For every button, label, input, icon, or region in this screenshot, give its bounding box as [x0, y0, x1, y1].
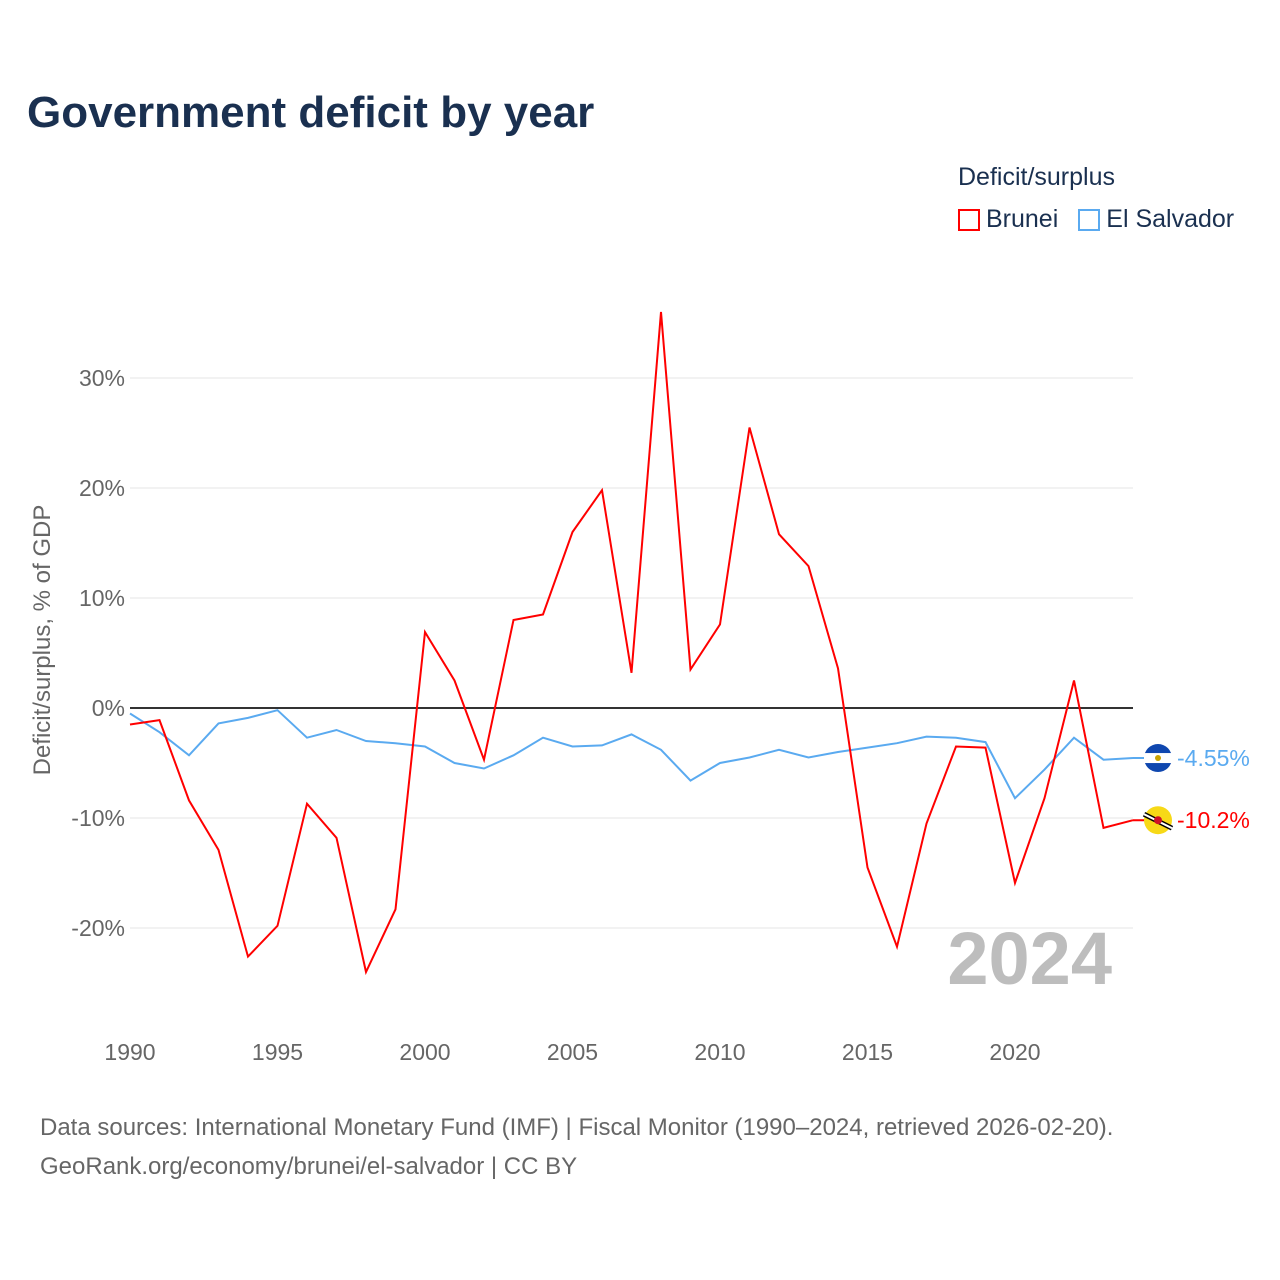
y-tick-label: -10%	[71, 805, 125, 831]
end-value-label-el-salvador: -4.55%	[1177, 745, 1250, 771]
legend-label-brunei: Brunei	[986, 205, 1059, 233]
legend-label-el-salvador: El Salvador	[1106, 205, 1235, 233]
legend-item-el-salvador[interactable]: El Salvador	[1078, 205, 1234, 234]
x-tick-label: 2000	[399, 1039, 450, 1065]
legend: Brunei El Salvador	[958, 205, 1234, 234]
x-tick-label: 2010	[694, 1039, 745, 1065]
source-line-1: Data sources: International Monetary Fun…	[40, 1114, 1114, 1141]
legend-swatch-brunei	[958, 208, 980, 231]
flag-icon-brunei	[1142, 806, 1174, 835]
legend-item-brunei[interactable]: Brunei	[958, 205, 1058, 234]
source-line-2[interactable]: GeoRank.org/economy/brunei/el-salvador |…	[40, 1153, 578, 1180]
year-watermark: 2024	[947, 917, 1112, 1000]
chart-title: Government deficit by year	[27, 88, 595, 137]
series-line-el-salvador	[129, 709, 1134, 800]
x-tick-label: 2005	[547, 1039, 598, 1065]
y-tick-label: 30%	[79, 365, 125, 391]
plot-area: -20% -10% 0% 10% 20% 30% 1990 1995 2000 2005 2010 2…	[29, 311, 1250, 1065]
y-tick-label: 0%	[92, 695, 125, 721]
y-tick-label: -20%	[71, 915, 125, 941]
y-axis-label: Deficit/surplus, % of GDP	[29, 505, 56, 776]
flag-icon-el-salvador	[1144, 744, 1172, 773]
legend-title: Deficit/surplus	[958, 163, 1115, 191]
x-tick-label: 2015	[842, 1039, 893, 1065]
x-tick-label: 2020	[989, 1039, 1040, 1065]
x-tick-label: 1995	[252, 1039, 303, 1065]
source-note: Data sources: International Monetary Fun…	[40, 1108, 1113, 1186]
series-line-brunei	[129, 311, 1134, 976]
y-tick-label: 20%	[79, 475, 125, 501]
y-tick-label: 10%	[79, 585, 125, 611]
legend-swatch-el-salvador	[1078, 208, 1101, 231]
end-value-label-brunei: -10.2%	[1177, 807, 1250, 833]
x-tick-label: 1990	[104, 1039, 155, 1065]
